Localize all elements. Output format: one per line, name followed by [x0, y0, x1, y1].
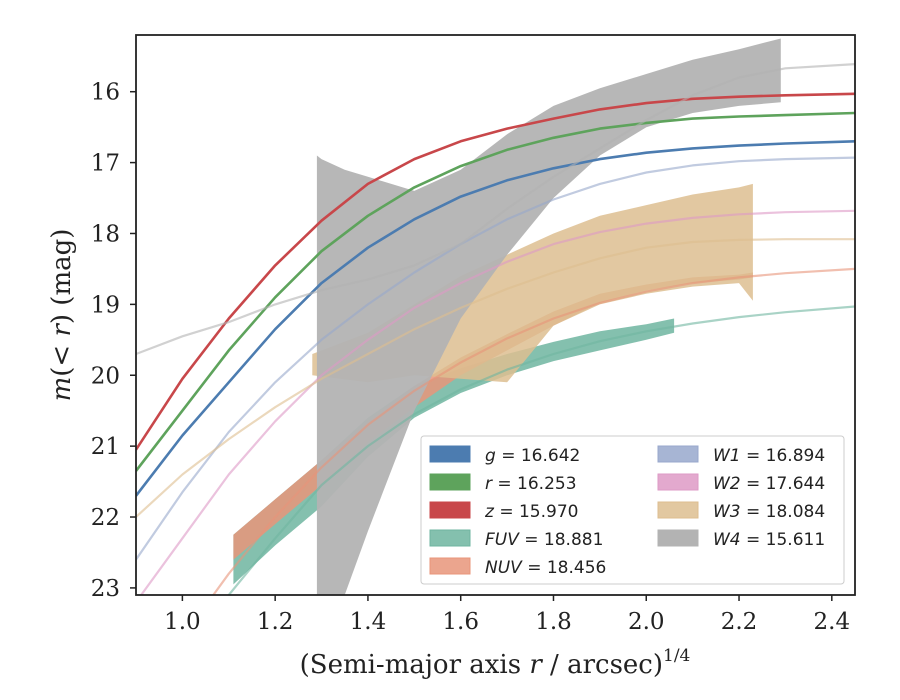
x-tick-label: 2.2: [721, 609, 758, 635]
legend-label-w4: W4 = 15.611: [713, 530, 825, 550]
y-axis-label-lt: <: [47, 337, 77, 367]
legend-swatch-fuv: [429, 529, 471, 547]
y-tick-label: 22: [91, 505, 120, 531]
legend-label-w2: W2 = 17.644: [713, 474, 825, 494]
x-axis-label-var: r: [529, 650, 543, 680]
x-tick-label: 1.8: [535, 609, 572, 635]
legend-label-g: g = 16.642: [485, 446, 580, 466]
y-axis-label-r: r: [47, 323, 77, 337]
legend-label-fuv: FUV = 18.881: [485, 530, 603, 550]
legend-label-w3: W3 = 18.084: [713, 502, 825, 522]
legend-swatch-r: [429, 473, 471, 491]
legend-label-w1: W1 = 16.894: [713, 446, 825, 466]
legend-label-z: z = 15.970: [484, 502, 578, 522]
curve-fuv: [227, 305, 855, 595]
plot-frame: [135, 34, 856, 596]
x-tick-label: 1.2: [257, 609, 294, 635]
model-curves: [136, 63, 855, 595]
legend-swatch-w1: [657, 445, 699, 463]
legend-label-r: r = 16.253: [485, 474, 577, 494]
y-tick-label: 23: [91, 576, 120, 602]
legend-swatch-w3: [657, 501, 699, 519]
x-tick-label: 2.0: [628, 609, 665, 635]
legend-swatch-z: [429, 501, 471, 519]
y-axis-label-m: m: [47, 377, 77, 402]
y-tick-label: 18: [91, 221, 120, 247]
curve-r: [136, 111, 855, 472]
x-axis-label-mid: / arcsec): [542, 650, 663, 680]
curve-w4: [136, 63, 855, 356]
x-axis-ticks: 1.0 1.2 1.4 1.6 1.8 2.0 2.2 2.4: [164, 595, 850, 635]
uncertainty-bands: [233, 38, 781, 595]
legend-label-nuv: NUV = 18.456: [485, 558, 606, 578]
curve-z: [136, 92, 855, 451]
legend-swatch-g: [429, 445, 471, 463]
y-axis-ticks: 16 17 18 19 20 21 22 23: [91, 80, 136, 602]
x-axis-label-main: (Semi-major axis: [300, 650, 530, 680]
band-w4: [316, 38, 781, 595]
legend-swatch-w4: [657, 529, 699, 547]
y-axis-label-open: (: [47, 367, 77, 377]
x-tick-label: 1.6: [442, 609, 479, 635]
curve-w1: [136, 156, 855, 561]
curve-w3: [136, 238, 855, 518]
legend-swatch-w2: [657, 473, 699, 491]
y-tick-label: 17: [91, 151, 120, 177]
curve-nuv: [211, 267, 855, 595]
y-tick-label: 20: [91, 363, 120, 389]
curve-g: [136, 140, 855, 497]
y-tick-label: 21: [91, 434, 120, 460]
x-axis-label: (Semi-major axis r / arcsec)1/4: [300, 646, 691, 680]
y-axis-label: m(< r) (mag): [47, 229, 77, 402]
curve-w2: [139, 209, 855, 595]
x-tick-label: 1.0: [164, 609, 201, 635]
x-axis-label-sup: 1/4: [663, 646, 690, 666]
y-axis-label-close: ): [47, 314, 77, 324]
y-axis-label-unit: (mag): [47, 229, 77, 314]
legend-swatch-nuv: [429, 557, 471, 575]
y-tick-label: 16: [91, 80, 120, 106]
legend: g = 16.642 r = 16.253 z = 15.970 FUV = 18.8…: [420, 435, 845, 585]
y-tick-label: 19: [91, 292, 120, 318]
x-tick-label: 2.4: [814, 609, 851, 635]
x-tick-label: 1.4: [350, 609, 387, 635]
legend-frame: [420, 435, 845, 585]
